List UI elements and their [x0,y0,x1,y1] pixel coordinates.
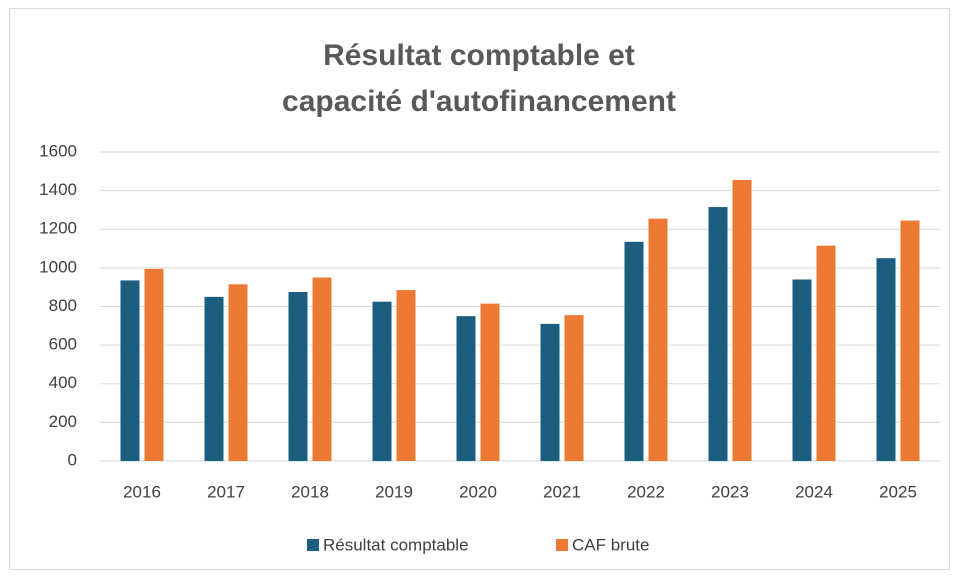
y-tick-label: 200 [49,412,77,431]
x-tick-label: 2024 [795,482,833,501]
bar [816,245,836,461]
chart-title: capacité d'autofinancement [282,85,676,118]
y-tick-label: 0 [68,450,77,469]
x-tick-label: 2021 [543,482,581,501]
bar [792,279,812,461]
y-tick-label: 1400 [39,180,77,199]
y-tick-label: 1200 [39,219,77,238]
x-tick-label: 2018 [291,482,329,501]
legend-swatch [307,539,319,551]
bar [312,277,332,461]
legend-label: CAF brute [572,535,649,554]
bar [480,303,500,461]
x-tick-label: 2016 [123,482,161,501]
bar [288,292,308,461]
x-tick-label: 2020 [459,482,497,501]
bar [456,316,476,461]
y-tick-label: 600 [49,335,77,354]
chart-title: Résultat comptable et [323,39,635,72]
bar [900,220,920,461]
bar [564,315,584,461]
bar [540,323,560,461]
bar [624,241,644,461]
bar [120,280,140,461]
bar [144,268,164,461]
bar [732,180,752,462]
y-tick-label: 1000 [39,257,77,276]
x-tick-label: 2022 [627,482,665,501]
bar [648,218,668,461]
x-tick-label: 2023 [711,482,749,501]
y-tick-label: 400 [49,373,77,392]
y-tick-label: 800 [49,296,77,315]
x-tick-label: 2019 [375,482,413,501]
bar [204,296,224,461]
bar [876,258,896,461]
bar [396,290,416,461]
bar [708,207,728,461]
x-tick-label: 2025 [879,482,917,501]
bar [228,284,248,461]
x-tick-label: 2017 [207,482,245,501]
legend-swatch [556,539,568,551]
y-tick-label: 1600 [39,141,77,160]
bar [372,301,392,461]
legend-label: Résultat comptable [323,535,469,554]
